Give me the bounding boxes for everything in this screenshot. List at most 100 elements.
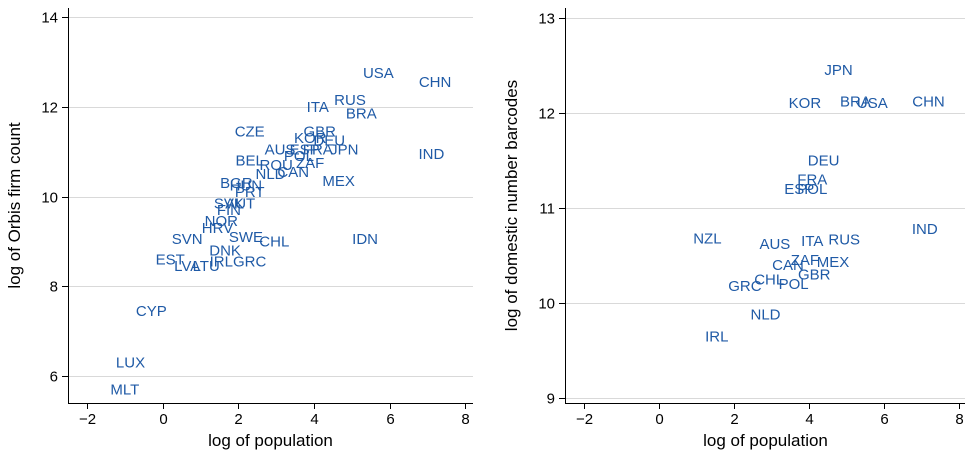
point-label: CHN <box>419 74 452 91</box>
point-label: GBR <box>798 267 831 284</box>
point-label: AUS <box>265 141 296 158</box>
point-label: PRT <box>235 184 265 201</box>
point-label: IDN <box>352 231 378 248</box>
point-label: NZL <box>693 230 721 247</box>
x-tick-label: 4 <box>310 411 318 428</box>
point-label: CAN <box>772 257 804 274</box>
point-label: RUS <box>334 92 366 109</box>
point-label: FRA <box>797 171 827 188</box>
point-label: NOR <box>205 213 239 230</box>
gridlines <box>68 17 473 377</box>
point-label: POL <box>797 181 827 198</box>
point-label: BEL <box>236 153 264 170</box>
point-label: USA <box>857 95 888 112</box>
point-label: DNK <box>209 242 241 259</box>
point-label: IND <box>912 221 938 238</box>
point-label: KOR <box>789 95 822 112</box>
point-label: MLT <box>110 382 139 399</box>
point-label: EST <box>156 251 185 268</box>
point-label: IRL <box>705 328 728 345</box>
point-label: JPN <box>824 62 852 79</box>
point-label: ROU <box>260 157 293 174</box>
x-tick-label: 0 <box>159 411 167 428</box>
y-tick-label: 12 <box>538 106 555 123</box>
point-label: GRC <box>233 254 267 271</box>
y-tick-label: 10 <box>41 190 58 207</box>
axes <box>559 8 965 409</box>
point-label: IRL <box>210 254 233 271</box>
point-label: GBR <box>303 123 336 140</box>
point-label: CYP <box>136 303 167 320</box>
y-tick-label: 10 <box>538 296 555 313</box>
point-label: BRA <box>840 93 871 110</box>
point-label: RUS <box>828 231 860 248</box>
point-label: SVK <box>214 195 244 212</box>
point-label: FRA <box>303 141 333 158</box>
y-tick-label: 14 <box>41 10 58 27</box>
y-tick-label: 8 <box>50 279 58 296</box>
y-tick-label: 9 <box>547 391 555 408</box>
point-label: BGR <box>220 175 253 192</box>
x-tick-label: 6 <box>880 411 888 428</box>
point-label: ITA <box>801 233 823 250</box>
point-label: POL <box>284 148 314 165</box>
point-label: IND <box>418 146 444 163</box>
point-label: LTU <box>193 258 220 275</box>
point-label: AUT <box>225 195 255 212</box>
point-label: CZE <box>235 123 265 140</box>
point-label: HRV <box>202 220 233 237</box>
x-tick-label: −2 <box>576 411 593 428</box>
x-tick-label: 2 <box>234 411 242 428</box>
point-label: LUX <box>116 355 145 372</box>
x-tick-label: 8 <box>955 411 963 428</box>
axes <box>62 8 473 409</box>
point-label: DEU <box>313 132 345 149</box>
x-tick-label: 8 <box>461 411 469 428</box>
x-tick-label: 2 <box>730 411 738 428</box>
y-tick-label: 6 <box>50 369 58 386</box>
point-label: MEX <box>817 254 850 271</box>
y-axis-label: log of Orbis firm count <box>5 122 24 289</box>
y-tick-label: 11 <box>539 201 555 218</box>
point-label: HUN <box>230 177 263 194</box>
y-tick-label: 13 <box>538 11 555 28</box>
point-label: CHN <box>912 93 945 110</box>
x-tick-label: 6 <box>386 411 394 428</box>
point-label: ZAF <box>791 252 819 269</box>
point-label: KOR <box>294 130 327 147</box>
point-label: CHL <box>754 271 784 288</box>
y-axis-label: log of domestic number barcodes <box>502 80 521 331</box>
point-label: GRC <box>728 278 762 295</box>
point-label: SVN <box>172 231 203 248</box>
gridlines <box>565 18 965 399</box>
point-label: DEU <box>808 152 840 169</box>
point-label: MEX <box>322 173 355 190</box>
point-label: SWE <box>229 229 263 246</box>
point-label: CAN <box>277 164 309 181</box>
tick-labels: 6 8 10 12 14 −2 0 2 4 6 8 <box>41 10 469 429</box>
point-label: NLD <box>255 166 285 183</box>
tick-labels: 9 10 11 12 13 −2 0 2 4 6 8 <box>538 11 963 429</box>
point-label: CHL <box>259 233 289 250</box>
point-label: AUS <box>759 236 790 253</box>
point-label: ZAF <box>296 155 324 172</box>
point-label: FIN <box>217 202 241 219</box>
point-label: JPN <box>330 141 358 158</box>
point-label: LVA <box>174 258 200 275</box>
y-tick-label: 12 <box>41 100 58 117</box>
point-label: POL <box>779 276 809 293</box>
x-tick-label: 0 <box>655 411 663 428</box>
x-tick-label: −2 <box>79 411 96 428</box>
point-label: ITA <box>307 99 329 116</box>
point-label: USA <box>363 65 394 82</box>
x-axis-label: log of population <box>208 431 333 450</box>
x-axis-label: log of population <box>703 431 828 450</box>
point-label: NLD <box>750 307 780 324</box>
point-label: ESP <box>784 181 814 198</box>
point-label: BRA <box>346 106 377 123</box>
